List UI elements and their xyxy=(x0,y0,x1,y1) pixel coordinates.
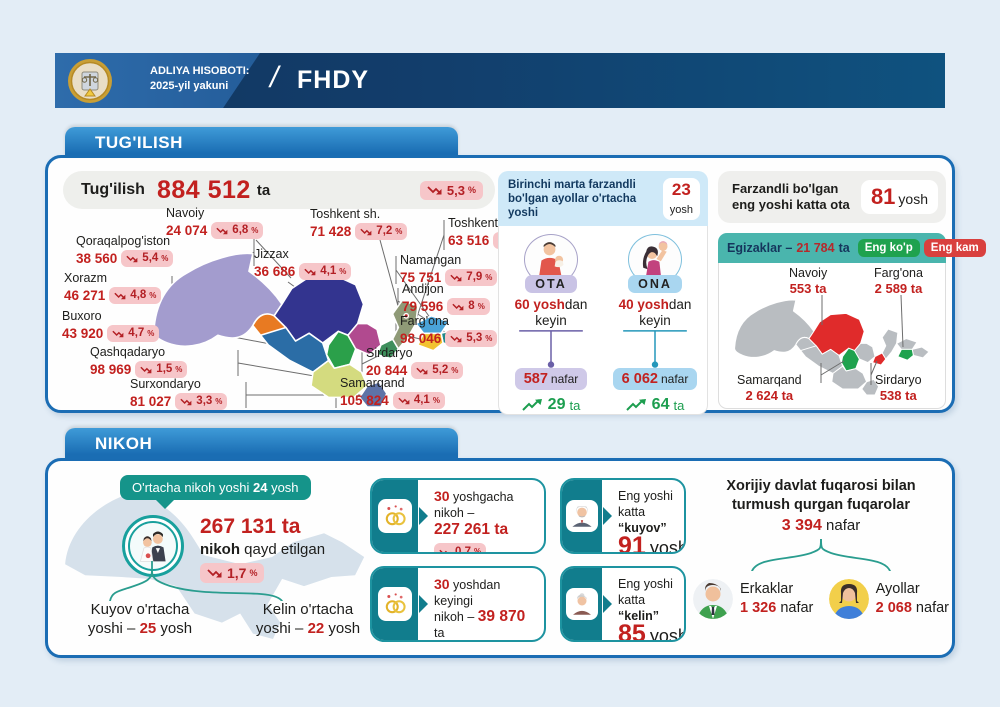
father-column: OTA 60 yoshdan keyin 587 nafar xyxy=(505,234,597,414)
region-label-samarqand: Samarqand 105 824 4,1% xyxy=(340,376,445,409)
region-label-qashqadaryo: Qashqadaryo 98 969 1,5% xyxy=(90,345,188,378)
region-label-toshkent-sh: Toshkent sh. 71 428 7,2% xyxy=(310,207,408,240)
twins-panel: Egizaklar – 21 784 ta Eng ko'p Eng kam xyxy=(718,233,986,409)
birth-panel: Tug'ilish 884 512 ta 5,3% xyxy=(45,155,986,415)
twins-header: Egizaklar – 21 784 ta Eng ko'p Eng kam xyxy=(718,233,986,263)
trend-up-icon xyxy=(521,399,542,411)
page-title: FHDY xyxy=(297,66,370,94)
report-label-line1: ADLIYA HISOBOTI: xyxy=(150,65,250,77)
birth-total-label: Tug'ilish xyxy=(81,181,145,198)
avg-marriage-age-badge: O'rtacha nikoh yoshi 24 yosh xyxy=(120,475,311,509)
woman-avatar-icon xyxy=(828,579,869,619)
region-label-andijon: Andijon 79 596 8% xyxy=(402,282,490,315)
birth-total-value: 884 512 xyxy=(156,175,251,204)
oldest-father-value: 81 yosh xyxy=(860,180,938,214)
marriage-trend-badge: 1,7% xyxy=(200,563,265,583)
card-oldest-groom: Eng yoshi katta “kuyov” 91 yosh xyxy=(560,478,686,554)
bride-groom-icon xyxy=(139,531,166,562)
region-label-surxondaryo: Surxondaryo 81 027 3,3% xyxy=(130,377,228,410)
first-child-panel: Birinchi marta farzandli bo'lgan ayollar… xyxy=(498,171,708,415)
marriage-panel: O'rtacha nikoh yoshi 24 yosh 267 131 ta … xyxy=(45,458,955,658)
twins-region-fargona xyxy=(897,348,914,361)
foreign-men-group: Erkaklar 1 326 nafar xyxy=(693,579,813,619)
report-label-line2: 2025-yil yakuni xyxy=(150,80,229,92)
foreign-women-group: Ayollar 2 068 nafar xyxy=(828,579,949,619)
twins-label-samarqand: Samarqand 2 624 ta xyxy=(737,373,802,403)
birth-total-unit: ta xyxy=(256,181,271,199)
mother-label: ONA xyxy=(628,274,682,293)
header-separator: / xyxy=(270,61,279,94)
region-label-buxoro: Buxoro 43 920 4,7% xyxy=(62,309,160,342)
father-count-pill: 587 nafar xyxy=(514,368,588,390)
old-man-icon xyxy=(572,506,592,527)
marriage-total-value: 267 131 ta xyxy=(200,515,301,538)
twins-body: Navoiy 553 ta Farg'ona 2 589 ta Samarqan… xyxy=(718,263,946,409)
report-label: ADLIYA HISOBOTI: 2025-yil yakuni xyxy=(150,64,249,94)
section-tab-birth: TUG'ILISH xyxy=(65,127,458,158)
birth-total-trend-badge: 5,3% xyxy=(419,180,483,200)
wedding-rings-icon xyxy=(385,593,406,614)
card-under30-marriage: 30 yoshgacha nikoh – 227 261 ta 0,7% xyxy=(370,478,546,554)
first-child-header: Birinchi marta farzandli bo'lgan ayollar… xyxy=(498,171,708,226)
twins-connectors xyxy=(820,294,904,385)
region-label-xorazm: Xorazm 46 271 4,8% xyxy=(64,271,162,304)
wedding-rings-icon xyxy=(385,505,406,526)
mother-with-baby-icon xyxy=(642,241,668,276)
father-growth: 29 ta xyxy=(521,396,580,414)
mother-column: ONA 40 yoshdan keyin 6 062 nafar xyxy=(609,234,701,414)
oldest-father-box: Farzandli bo'lgan eng yoshi katta ota 81… xyxy=(718,171,946,223)
mother-count-pill: 6 062 nafar xyxy=(612,368,698,390)
region-surxondaryo xyxy=(358,381,388,408)
card-under30-trend: 0,7% xyxy=(434,543,487,552)
bride-average: Kelin o'rtacha yoshi – 22 yosh xyxy=(255,601,361,637)
twins-label-sirdaryo: Sirdaryo 538 ta xyxy=(875,373,922,403)
card-oldest-bride: Eng yoshi katta “kelin” 85 yosh xyxy=(560,566,686,642)
father-with-baby-icon xyxy=(539,242,564,276)
marriage-total: 267 131 ta nikoh qayd etilgan 1,7% xyxy=(200,515,326,583)
mother-age-text: 40 yoshdan keyin xyxy=(618,296,692,328)
couple-circle xyxy=(122,515,184,577)
card-over30-marriage: 30 yoshdan keyingi nikoh – 39 870 ta 6,8… xyxy=(370,566,546,642)
foreign-groups: Erkaklar 1 326 nafar Ayollar 2 068 nafar xyxy=(693,579,949,619)
badge-most: Eng ko'p xyxy=(857,239,920,257)
twins-region-sirdaryo xyxy=(872,352,887,366)
twins-label-fargona: Farg'ona 2 589 ta xyxy=(874,266,923,296)
birth-total-bar: Tug'ilish 884 512 ta 5,3% xyxy=(63,171,495,209)
mother-growth: 64 ta xyxy=(625,396,684,414)
twins-label-navoiy: Navoiy 553 ta xyxy=(789,266,828,296)
twins-map xyxy=(734,299,930,396)
foreign-brace xyxy=(751,538,891,572)
father-age-text: 60 yoshdan keyin xyxy=(514,296,588,328)
old-woman-icon xyxy=(573,593,591,615)
region-label-sirdaryo: Sirdaryo 20 844 5,2% xyxy=(366,346,464,379)
mother-connector xyxy=(623,329,687,368)
first-child-body: OTA 60 yoshdan keyin 587 nafar xyxy=(498,226,708,415)
foreign-marriage-block: Xorijiy davlat fuqarosi bilan turmush qu… xyxy=(693,477,949,576)
trend-down-icon xyxy=(427,186,442,195)
trend-down-icon xyxy=(207,569,222,578)
groom-average: Kuyov o'rtacha yoshi – 25 yosh xyxy=(87,601,193,637)
region-label-qoraqalpogiston: Qoraqalpog'iston 38 560 5,4% xyxy=(76,234,174,267)
couple-brace xyxy=(109,561,283,601)
man-avatar-icon xyxy=(693,579,733,619)
badge-least: Eng kam xyxy=(923,239,986,257)
first-child-age-box: 23 yosh xyxy=(662,178,700,220)
father-connector xyxy=(519,329,583,368)
header-bar: ADLIYA HISOBOTI: 2025-yil yakuni / FHDY xyxy=(55,53,945,108)
trend-up-icon xyxy=(625,399,646,411)
region-label-jizzax: Jizzax 36 686 4,1% xyxy=(254,247,352,280)
section-tab-marriage: NIKOH xyxy=(65,428,458,459)
region-label-navoiy: Navoiy 24 074 6,8% xyxy=(166,206,264,239)
father-label: OTA xyxy=(525,274,577,293)
adliya-emblem-icon xyxy=(68,59,112,103)
region-label-fargona: Farg'ona 98 046 5,3% xyxy=(400,314,498,347)
